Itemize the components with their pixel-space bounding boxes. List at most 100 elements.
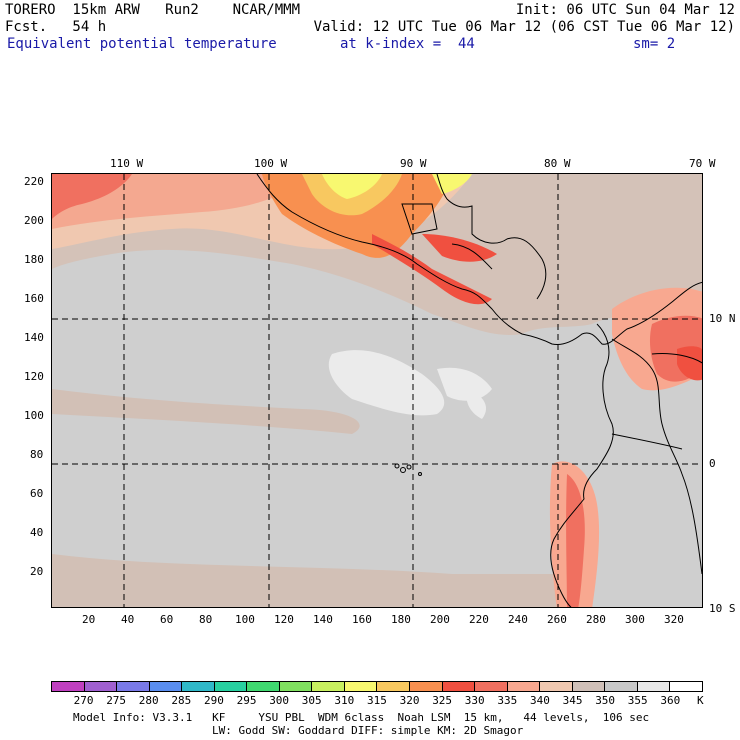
lon-label-80w: 80 W [544,157,571,170]
colorbar-swatch [572,682,606,691]
y-label: 100 [24,409,44,422]
x-label: 200 [430,613,450,626]
colorbar-label: 295 [236,694,257,707]
colorbar-swatch [637,682,671,691]
colorbar-swatch [279,682,313,691]
y-label: 200 [24,214,44,227]
level-index: at k-index = 44 [340,36,475,52]
x-label: 80 [199,613,213,626]
field-red-central-america [372,234,492,305]
field-red-nw [52,174,132,219]
colorbar-label: 340 [530,694,550,707]
colorbar-swatch [377,682,411,691]
galapagos-island [418,472,422,476]
colorbar-unit: K [697,694,704,707]
lon-label-90w: 90 W [400,157,427,170]
lon-label-110w: 110 W [110,157,144,170]
y-label: 120 [24,370,44,383]
field-salmon-peru [566,474,585,607]
colorbar-label: 335 [497,694,518,707]
colorbar-label: 320 [399,694,420,707]
lat-label-0: 0 [709,457,716,470]
y-label: 20 [30,565,44,578]
y-label: 220 [24,175,44,188]
field-red-venezuela [677,346,702,381]
valid-time: Valid: 12 UTC Tue 06 Mar 12 (06 CST Tue … [313,19,735,35]
x-label: 180 [391,613,411,626]
colorbar-swatch [117,682,150,691]
field-tan-band [52,389,360,434]
model-info: Model Info: V3.3.1 KF YSU PBL WDM 6class… [73,711,650,724]
border-guatemala [401,203,438,235]
galapagos-island [400,467,406,473]
colorbar-label: 285 [171,694,192,707]
colorbar-label: 310 [334,694,355,707]
colorbar-swatch [52,682,85,691]
field-yellow-mexico [322,174,382,199]
x-label: 320 [664,613,684,626]
coastline-pacific [256,174,702,345]
x-label: 260 [547,613,567,626]
model-title: TORERO 15km ARW Run2 NCAR/MMM [5,2,301,18]
colorbar-swatch [670,682,702,691]
colorbar-swatch [344,682,378,691]
colorbar-label: 330 [464,694,485,707]
forecast-hour: Fcst. 54 h [5,19,107,35]
colorbar-swatch [182,682,215,691]
coastline-caribbean [436,174,547,300]
field-tan-south [52,554,572,607]
colorbar-swatch [247,682,280,691]
physics-info: LW: Godd SW: Goddard DIFF: simple KM: 2D… [212,724,524,737]
border-andes [611,338,702,575]
colorbar-swatch [507,682,541,691]
colorbar-label: 325 [432,694,453,707]
colorbar-swatch [605,682,638,691]
colorbar-label: 355 [627,694,648,707]
coastline-south-america [550,323,614,607]
field-orange-mexico [262,174,452,258]
colorbar-label: 300 [269,694,290,707]
colorbar-swatch [149,682,183,691]
theta-e-map [51,173,703,608]
x-label: 20 [82,613,96,626]
lat-label-10n: 10 N [709,312,736,325]
y-label: 80 [30,448,44,461]
x-label: 100 [235,613,255,626]
field-red-guatemala [422,234,497,262]
colorbar-swatch [540,682,573,691]
colorbar-label: 290 [204,694,224,707]
colorbar-swatch [214,682,248,691]
x-label: 300 [625,613,645,626]
border-ecuador-peru [611,433,683,450]
colorbar-label: 350 [595,694,616,707]
colorbar-swatch [410,682,443,691]
smoothing: sm= 2 [633,36,676,52]
x-label: 240 [508,613,528,626]
colorbar-label: 305 [301,694,322,707]
field-white-patch [466,389,487,419]
colorbar-label: 315 [367,694,387,707]
colorbar [51,681,703,692]
lon-label-70w: 70 W [689,157,716,170]
colorbar-label: 280 [138,694,159,707]
x-label: 60 [160,613,174,626]
x-label: 280 [586,613,606,626]
colorbar-swatch [475,682,508,691]
galapagos-island [394,463,400,469]
lon-label-100w: 100 W [254,157,288,170]
y-label: 60 [30,487,44,500]
colorbar-label: 360 [660,694,681,707]
colorbar-swatch [84,682,118,691]
field-white-patch [437,367,492,401]
galapagos-island [406,464,412,470]
x-label: 40 [121,613,135,626]
border-colombia-venezuela [651,353,702,364]
x-label: 160 [352,613,372,626]
lat-label-10s: 10 S [709,602,736,615]
colorbar-label: 270 [73,694,94,707]
colorbar-label: 275 [106,694,127,707]
y-label: 160 [24,292,44,305]
field-white-patch [328,350,445,416]
x-label: 140 [313,613,333,626]
field-name: Equivalent potential temperature [7,36,277,52]
